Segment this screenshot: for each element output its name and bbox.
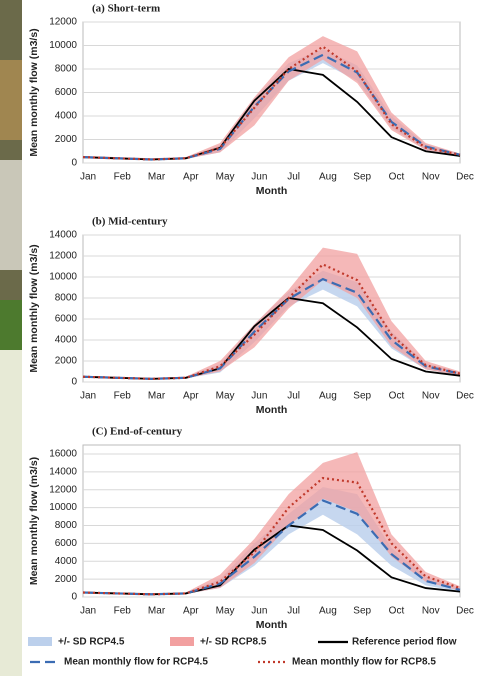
x-tick-label: Feb	[114, 606, 132, 617]
x-tick-label: Apr	[183, 606, 199, 617]
x-tick-label: Sep	[353, 606, 371, 617]
x-tick-label: Jun	[251, 391, 267, 402]
sd-band	[83, 247, 460, 380]
x-tick-label: Nov	[422, 172, 440, 183]
flow-line	[82, 263, 461, 380]
flow-line	[82, 53, 461, 161]
y-tick-label: 16000	[49, 449, 77, 460]
flow-line	[82, 499, 461, 596]
x-tick-label: Oct	[389, 172, 405, 183]
x-axis-title: Month	[256, 185, 288, 197]
x-axis-title: Month	[256, 619, 288, 631]
y-tick-label: 8000	[55, 64, 78, 75]
y-tick-label: 0	[71, 377, 77, 388]
x-tick-label: Sep	[353, 172, 371, 183]
x-tick-label: Dec	[456, 606, 474, 617]
x-tick-label: Jun	[251, 606, 267, 617]
x-tick-label: Jul	[287, 606, 300, 617]
chart-title: (b) Mid-century	[92, 216, 168, 228]
x-tick-label: Jul	[287, 172, 300, 183]
y-tick-label: 12000	[49, 484, 77, 495]
x-tick-label: Oct	[389, 391, 405, 402]
x-tick-label: May	[216, 172, 235, 183]
x-tick-label: Aug	[319, 606, 337, 617]
y-axis-title: Mean monthly flow (m3/s)	[28, 28, 40, 156]
y-tick-label: 12000	[49, 251, 77, 262]
legend-label: Reference period flow	[352, 637, 457, 648]
x-axis-title: Month	[256, 404, 288, 416]
y-tick-label: 0	[71, 158, 77, 169]
y-tick-label: 2000	[55, 134, 78, 145]
y-tick-label: 4000	[55, 335, 78, 346]
x-tick-label: Mar	[148, 172, 166, 183]
legend-label: +/- SD RCP8.5	[200, 637, 267, 648]
legend-label: +/- SD RCP4.5	[58, 637, 125, 648]
photo-strip	[0, 60, 22, 140]
y-tick-label: 0	[71, 592, 77, 603]
x-tick-label: Apr	[183, 391, 199, 402]
background-strip	[0, 350, 22, 676]
x-tick-label: Dec	[456, 391, 474, 402]
x-tick-label: Aug	[319, 172, 337, 183]
y-tick-label: 14000	[49, 230, 77, 241]
x-tick-label: Mar	[148, 606, 166, 617]
legend-swatch	[170, 637, 194, 646]
y-tick-label: 6000	[55, 314, 78, 325]
y-tick-label: 6000	[55, 87, 78, 98]
y-tick-label: 10000	[49, 272, 77, 283]
y-tick-label: 2000	[55, 574, 78, 585]
x-tick-label: Oct	[389, 606, 405, 617]
x-tick-label: Dec	[456, 172, 474, 183]
legend-label: Mean monthly flow for RCP8.5	[292, 657, 436, 668]
x-tick-label: Sep	[353, 391, 371, 402]
x-tick-label: Jan	[80, 172, 96, 183]
y-tick-label: 4000	[55, 111, 78, 122]
legend-swatch	[28, 637, 52, 646]
x-tick-label: Jan	[80, 606, 96, 617]
chart-title: (C) End-of-century	[92, 426, 183, 438]
y-tick-label: 10000	[49, 502, 77, 513]
flow-line	[82, 45, 461, 161]
y-tick-label: 8000	[55, 520, 78, 531]
photo-strip	[0, 160, 22, 270]
x-tick-label: May	[216, 391, 235, 402]
x-tick-label: Apr	[183, 172, 199, 183]
chart-title: (a) Short-term	[92, 3, 160, 15]
sd-band	[83, 49, 460, 161]
sd-band	[83, 452, 460, 595]
sd-band	[83, 36, 460, 161]
x-tick-label: Aug	[319, 391, 337, 402]
legend-label: Mean monthly flow for RCP4.5	[64, 657, 208, 668]
y-tick-label: 12000	[49, 17, 77, 28]
x-tick-label: Jul	[287, 391, 300, 402]
x-tick-label: May	[216, 606, 235, 617]
y-tick-label: 4000	[55, 556, 78, 567]
x-tick-label: Nov	[422, 391, 440, 402]
x-tick-label: Feb	[114, 172, 132, 183]
x-tick-label: Mar	[148, 391, 166, 402]
x-tick-label: Jun	[251, 172, 267, 183]
y-axis-title: Mean monthly flow (m3/s)	[28, 244, 40, 372]
y-tick-label: 2000	[55, 356, 78, 367]
x-tick-label: Jan	[80, 391, 96, 402]
y-tick-label: 10000	[49, 40, 77, 51]
y-tick-label: 6000	[55, 538, 78, 549]
y-axis-title: Mean monthly flow (m3/s)	[28, 457, 40, 585]
x-tick-label: Nov	[422, 606, 440, 617]
x-tick-label: Feb	[114, 391, 132, 402]
y-tick-label: 8000	[55, 293, 78, 304]
y-tick-label: 14000	[49, 466, 77, 477]
photo-strip	[0, 300, 22, 350]
